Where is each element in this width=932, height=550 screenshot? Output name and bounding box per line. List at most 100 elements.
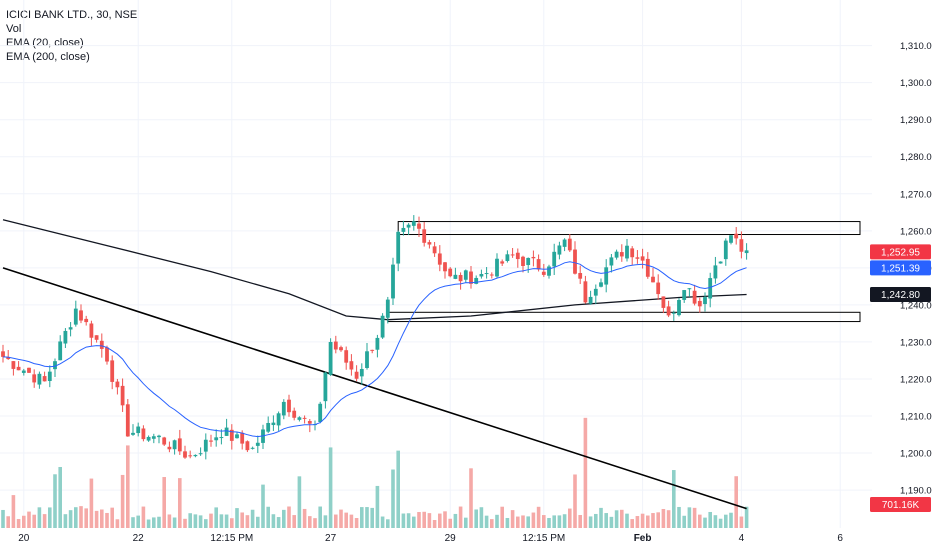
volume-bar [172,517,177,528]
volume-bar [276,517,281,528]
x-tick-label: Feb [634,533,652,544]
candle [203,433,208,460]
volume-bar [105,512,109,528]
candle [692,284,697,306]
candle [344,346,349,370]
candle [604,259,609,293]
candle [307,418,312,433]
candle [687,288,692,297]
volume-bar [453,513,458,528]
candle [370,349,375,354]
volume-bar [58,466,62,528]
candle [359,363,364,385]
volume-bar [656,512,660,528]
volume-bar [178,478,182,528]
legend-symbol-title[interactable]: ICICI BANK LTD., 30, NSE [6,9,138,21]
y-tick-label: 1,240.00 [900,300,932,311]
volume-bar [63,514,68,528]
volume-bar [110,507,114,528]
candle [505,250,510,263]
volume-bar [370,507,374,528]
last-price-badge-text: 1,252.95 [881,247,920,258]
candle [115,378,120,395]
candle [79,304,83,324]
candle [157,434,161,444]
x-tick-label: 12:15 PM [522,533,565,544]
candle [677,298,681,317]
candle [146,435,151,442]
volume-bar [469,468,473,528]
volume-bar [167,514,172,528]
candle [302,415,307,424]
volume-bar [318,506,322,528]
candle [583,275,588,304]
y-tick-label: 1,210.00 [900,412,932,423]
volume-bar [297,476,302,528]
candle [567,234,572,253]
volume-bar [48,507,52,528]
volume-bar [713,515,718,528]
volume-bar [308,516,312,528]
volume-badge: 701.16K [870,497,931,512]
candle [120,378,125,412]
volume-bar [256,516,260,528]
candle [365,343,369,370]
candle [172,439,177,455]
candle [697,297,702,313]
candle [411,215,416,231]
y-tick-label: 1,220.00 [900,374,932,385]
legend-ema200[interactable]: EMA (200, close) [6,51,90,63]
x-tick-label: 27 [325,533,337,544]
candle [266,416,271,434]
zone-resistance[interactable] [397,221,861,236]
candle [708,272,713,308]
volume-bar [531,512,536,528]
downtrend-line[interactable] [2,267,747,510]
volume-bar [458,506,463,528]
candle [588,290,593,305]
volume-bar [495,514,499,528]
volume-bar [682,515,686,528]
candle [526,257,531,273]
x-tick-label: 4 [739,533,745,544]
candle [541,263,546,277]
y-tick-label: 1,260.00 [900,226,932,237]
volume-bar [542,515,546,528]
volume-bar [240,512,244,528]
candle [73,300,78,327]
volume-bar [687,507,692,528]
volume-bar [401,513,406,528]
volume-bar [484,515,489,528]
candle [11,361,16,376]
y-tick-label: 1,310.00 [900,41,932,52]
volume-bar [204,519,208,528]
volume-bar [724,514,728,528]
volume-bar [375,485,380,528]
candle [235,432,239,439]
candle [635,250,640,264]
candle [292,407,297,421]
volume-bar [588,516,593,528]
candle [68,322,73,337]
volume-bar [323,515,328,528]
candle [396,230,401,272]
candle [37,371,42,389]
candle [391,257,395,305]
zones [387,221,861,323]
volume-bar [230,518,234,528]
volume-bar [261,484,265,528]
legend-vol[interactable]: Vol [6,23,22,35]
candle [214,429,219,447]
volume-bar [677,506,681,528]
volume-bar [146,519,151,528]
volume-bar [698,514,702,528]
volume-bar [380,516,385,528]
volume-bar [464,517,468,528]
volume-bar [427,513,432,528]
candle [287,394,291,417]
candle [417,216,421,237]
volume-bar [131,517,135,528]
volume-bar [53,474,57,528]
